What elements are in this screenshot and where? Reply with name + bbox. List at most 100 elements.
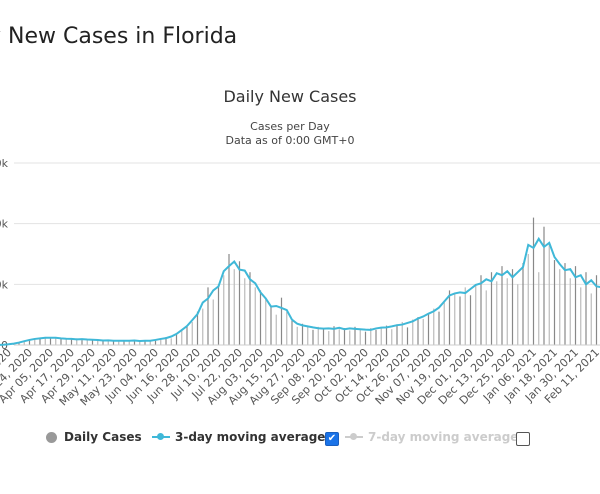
bar xyxy=(443,302,445,345)
bar xyxy=(86,338,88,345)
bar xyxy=(18,342,20,345)
bar xyxy=(254,287,256,345)
y-tick-label: 10k xyxy=(0,278,9,291)
bar xyxy=(501,266,503,345)
bar xyxy=(191,321,193,345)
bar xyxy=(76,338,78,345)
bar xyxy=(401,321,403,345)
bar xyxy=(522,263,524,345)
bar xyxy=(23,341,25,345)
bar xyxy=(553,260,556,345)
legend-item-daily-cases[interactable]: Daily Cases xyxy=(46,430,142,444)
bar xyxy=(312,329,314,345)
bar xyxy=(485,290,487,345)
bar xyxy=(238,261,241,345)
bar xyxy=(380,327,382,345)
legend-item-3day[interactable]: 3-day moving average xyxy=(152,430,325,444)
line-marker-icon xyxy=(152,433,170,440)
bar xyxy=(144,341,146,345)
bar xyxy=(375,329,377,345)
bar xyxy=(102,339,104,345)
legend-label: 3-day moving average xyxy=(175,430,326,444)
bar xyxy=(170,338,172,345)
bar xyxy=(359,329,361,345)
line-marker-icon xyxy=(345,433,363,440)
chart-subtitle-date: Data as of 0:00 GMT+0 xyxy=(225,134,355,147)
bar xyxy=(580,287,582,345)
bar xyxy=(349,330,351,345)
bar xyxy=(564,263,566,345)
legend-label: 7-day moving average xyxy=(368,430,519,444)
bar xyxy=(475,284,477,345)
bar xyxy=(469,295,472,345)
bar xyxy=(438,311,440,345)
chart-subtitle: Cases per Day xyxy=(250,120,330,133)
bar xyxy=(91,339,94,345)
legend-label: Daily Cases xyxy=(64,430,142,444)
bar xyxy=(527,254,529,345)
bar xyxy=(301,323,304,345)
bar xyxy=(496,281,498,345)
bar xyxy=(249,272,251,345)
bar xyxy=(202,308,204,345)
bar xyxy=(154,340,157,345)
bar xyxy=(34,338,36,345)
page-title: y New Cases in Florida xyxy=(0,24,238,49)
bar xyxy=(427,313,430,345)
bar xyxy=(244,278,246,345)
bar xyxy=(270,305,272,345)
legend-item-7day[interactable]: 7-day moving average xyxy=(345,430,518,444)
bar xyxy=(286,311,288,345)
3day-average-line xyxy=(0,236,600,346)
bar xyxy=(412,319,414,345)
bar xyxy=(569,278,571,345)
bar xyxy=(406,327,409,345)
bar xyxy=(139,340,141,345)
bar xyxy=(107,341,109,345)
bar xyxy=(511,269,514,345)
bar xyxy=(160,338,162,345)
bar xyxy=(212,299,214,345)
bar xyxy=(259,290,262,345)
bar xyxy=(97,340,99,345)
bar xyxy=(280,297,283,345)
bar xyxy=(532,217,535,345)
bar xyxy=(396,324,398,345)
bar xyxy=(517,284,519,345)
bar xyxy=(233,269,235,345)
bar xyxy=(128,340,130,345)
bar xyxy=(454,293,456,345)
bar xyxy=(70,339,73,345)
bar xyxy=(149,340,151,345)
bar xyxy=(370,328,372,345)
bar xyxy=(39,338,41,345)
bar xyxy=(186,326,188,345)
bar xyxy=(196,311,199,345)
bar xyxy=(464,287,466,345)
bar xyxy=(333,326,335,345)
bar xyxy=(480,275,482,345)
7day-checkbox[interactable] xyxy=(516,432,530,446)
bar xyxy=(543,226,545,345)
checkmark-icon: ✔ xyxy=(327,433,337,444)
bar xyxy=(49,337,52,345)
bar xyxy=(548,241,550,345)
3day-checkbox[interactable]: ✔ xyxy=(325,432,339,446)
bar xyxy=(181,329,183,345)
bar xyxy=(585,272,587,345)
bar xyxy=(207,287,209,345)
bar xyxy=(118,340,120,345)
bar xyxy=(60,337,62,345)
bar xyxy=(559,269,561,345)
bar xyxy=(265,299,267,345)
bar xyxy=(422,318,424,345)
bar xyxy=(364,331,367,345)
bar xyxy=(44,337,46,345)
bar xyxy=(291,320,293,345)
bar xyxy=(385,325,388,345)
chart-title: Daily New Cases xyxy=(223,87,357,106)
bar xyxy=(448,290,451,345)
y-tick-label: 30k xyxy=(0,157,9,170)
bar xyxy=(123,341,125,345)
